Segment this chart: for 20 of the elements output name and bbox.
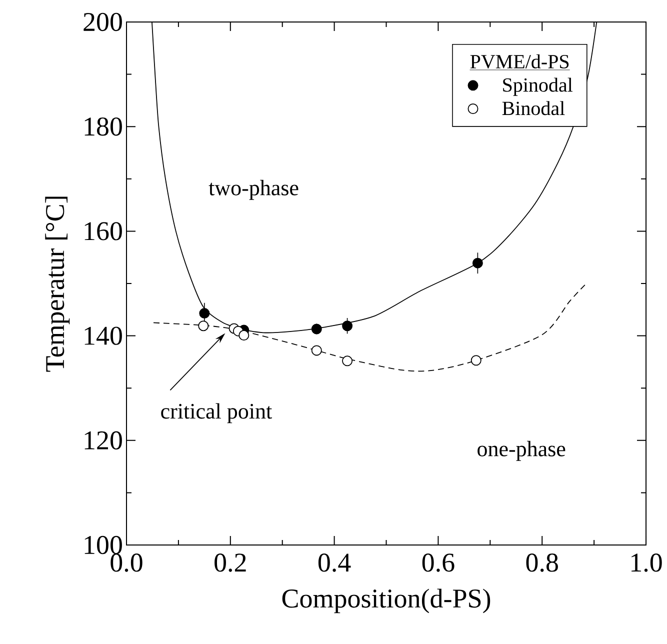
annotation: two-phase — [208, 180, 298, 200]
y-tick-label: 200 — [84, 12, 122, 32]
y-tick-label: 180 — [84, 117, 122, 136]
x-tick-label: 0.8 — [526, 554, 558, 572]
x-tick-label: 0.2 — [214, 554, 246, 572]
legend-label: Binodal — [502, 101, 565, 116]
legend-label: Spinodal — [503, 78, 573, 96]
x-tick-label: 0.4 — [318, 554, 351, 572]
x-tick-label: 0.0 — [110, 554, 142, 572]
y-axis-title: Temperatur [°C] — [45, 196, 70, 372]
y-tick-label: 140 — [84, 326, 122, 345]
annotation: critical point — [161, 403, 272, 424]
y-tick-label: 160 — [84, 222, 122, 240]
y-tick-label: 120 — [84, 431, 122, 450]
annotation: one-phase — [478, 440, 566, 461]
y-tick-label: 100 — [84, 536, 122, 554]
x-tick-label: 1.0 — [632, 554, 662, 572]
x-axis-title: Composition(d-PS) — [282, 588, 490, 614]
x-tick-label: 0.6 — [422, 554, 454, 572]
legend-title: PVME/d-PS — [470, 54, 569, 69]
